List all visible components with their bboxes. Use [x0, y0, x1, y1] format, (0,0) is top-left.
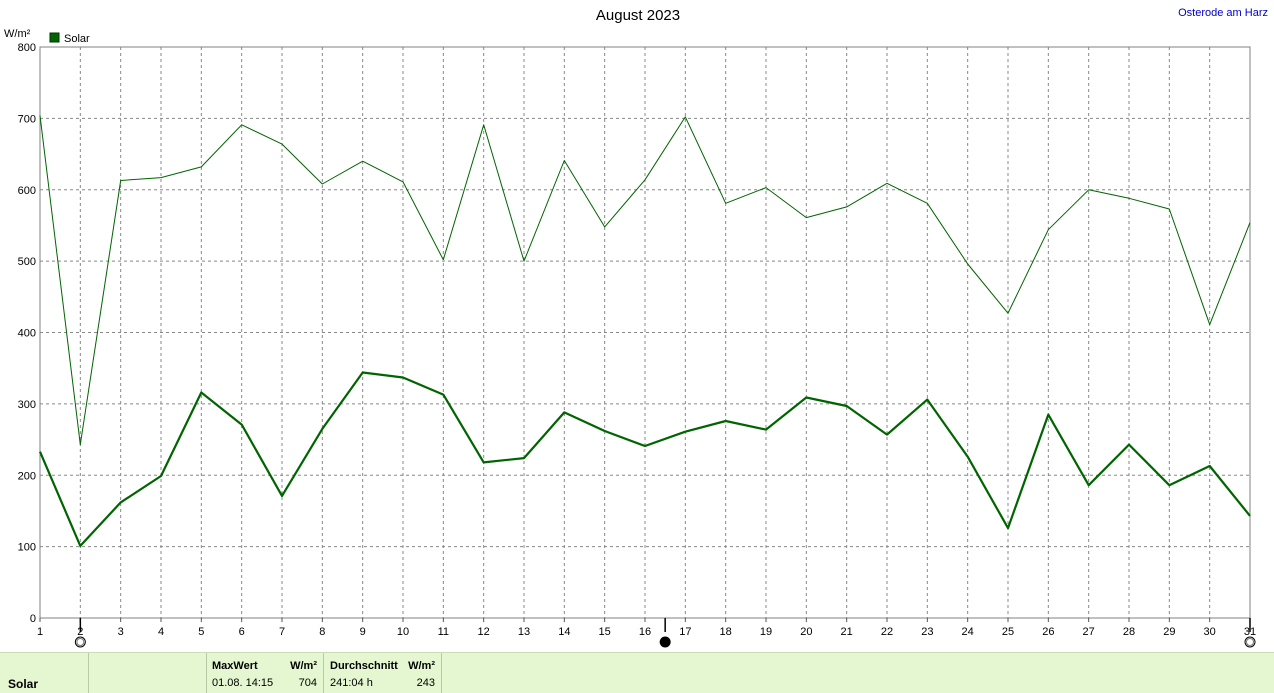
avg-unit: W/m²	[408, 660, 435, 672]
x-tick-label: 17	[679, 626, 691, 638]
x-tick-label: 22	[881, 626, 893, 638]
avg-hours: 241:04 h	[330, 677, 373, 689]
y-tick-label: 300	[18, 399, 36, 411]
stat-label-cell: Solar	[0, 653, 89, 693]
x-tick-label: 4	[158, 626, 164, 638]
y-tick-label: 700	[18, 113, 36, 125]
legend-label: Solar	[64, 33, 90, 45]
stat-empty-cell	[89, 653, 207, 693]
x-tick-label: 19	[760, 626, 772, 638]
avg-value: 243	[417, 677, 435, 689]
grid	[40, 47, 1250, 618]
x-tick-label: 9	[360, 626, 366, 638]
x-tick-label: 11	[438, 626, 449, 638]
x-tick-label: 23	[921, 626, 933, 638]
stat-series-label: Solar	[8, 677, 38, 691]
x-tick-label: 13	[518, 626, 530, 638]
x-tick-label: 6	[239, 626, 245, 638]
x-tick-label: 15	[599, 626, 611, 638]
axis-ticks: 0100200300400500600700800123456789101112…	[18, 42, 1256, 638]
legend-swatch	[50, 33, 59, 42]
filled-circle-icon	[660, 637, 670, 647]
x-tick-label: 14	[558, 626, 570, 638]
max-value: 704	[299, 677, 317, 689]
x-tick-label: 16	[639, 626, 651, 638]
y-tick-label: 200	[18, 470, 36, 482]
y-tick-label: 500	[18, 256, 36, 268]
x-tick-label: 30	[1204, 626, 1216, 638]
markers	[75, 618, 1255, 647]
station-name: Osterode am Harz	[1178, 7, 1268, 19]
x-tick-label: 3	[118, 626, 124, 638]
y-tick-label: 600	[18, 185, 36, 197]
statistics-panel: Solar MaxWert W/m² 01.08. 14:15 704 Durc…	[0, 652, 1274, 693]
max-when: 01.08. 14:15	[212, 677, 273, 689]
chart-title: August 2023	[596, 7, 680, 24]
y-tick-label: 400	[18, 328, 36, 340]
x-tick-label: 29	[1163, 626, 1175, 638]
x-tick-label: 18	[720, 626, 732, 638]
x-tick-label: 25	[1002, 626, 1014, 638]
x-tick-label: 26	[1042, 626, 1054, 638]
y-axis-unit: W/m²	[4, 28, 31, 40]
chart: August 2023 Osterode am Harz W/m² Solar …	[0, 0, 1274, 652]
max-header: MaxWert	[212, 660, 258, 672]
x-tick-label: 28	[1123, 626, 1135, 638]
x-tick-label: 21	[841, 626, 853, 638]
x-tick-label: 5	[198, 626, 204, 638]
x-tick-label: 12	[478, 626, 490, 638]
avg-header: Durchschnitt	[330, 660, 398, 672]
x-tick-label: 27	[1083, 626, 1095, 638]
x-tick-label: 8	[319, 626, 325, 638]
stat-max-cell: MaxWert W/m² 01.08. 14:15 704	[207, 653, 324, 693]
x-tick-label: 7	[279, 626, 285, 638]
x-tick-label: 24	[962, 626, 974, 638]
max-unit: W/m²	[290, 660, 317, 672]
stat-avg-cell: Durchschnitt W/m² 241:04 h 243	[324, 653, 442, 693]
series-line-thick	[40, 373, 1250, 546]
x-tick-label: 20	[800, 626, 812, 638]
y-tick-label: 800	[18, 42, 36, 54]
x-tick-label: 1	[37, 626, 43, 638]
y-tick-label: 0	[30, 613, 36, 625]
x-tick-label: 10	[397, 626, 409, 638]
y-tick-label: 100	[18, 542, 36, 554]
